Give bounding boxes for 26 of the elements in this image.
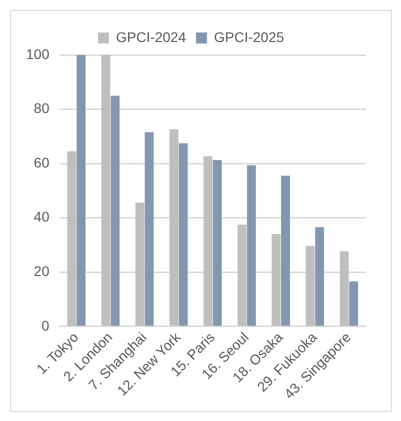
bar xyxy=(204,156,212,326)
bar xyxy=(349,281,358,326)
bar xyxy=(169,129,178,326)
bar xyxy=(272,234,281,326)
bar xyxy=(246,165,256,326)
bar xyxy=(238,224,247,326)
y-tick-label: 100 xyxy=(26,46,50,62)
y-tick-label: 20 xyxy=(34,263,50,280)
bar xyxy=(144,132,154,326)
bar xyxy=(281,176,290,326)
bar xyxy=(76,55,86,326)
bar xyxy=(340,251,349,326)
bar xyxy=(178,143,188,326)
legend-label: GPCI-2025 xyxy=(214,28,284,45)
bar xyxy=(306,246,315,326)
y-tick-label: 60 xyxy=(34,154,50,170)
y-tick-label: 80 xyxy=(34,100,50,116)
bar xyxy=(135,202,144,326)
legend-label: GPCI-2024 xyxy=(116,28,186,45)
y-tick-label: 0 xyxy=(42,317,50,334)
y-tick-label: 40 xyxy=(34,208,50,225)
bar xyxy=(315,227,324,326)
bar xyxy=(67,151,76,326)
bar xyxy=(101,55,110,326)
bar xyxy=(212,160,222,326)
bar xyxy=(110,96,120,326)
